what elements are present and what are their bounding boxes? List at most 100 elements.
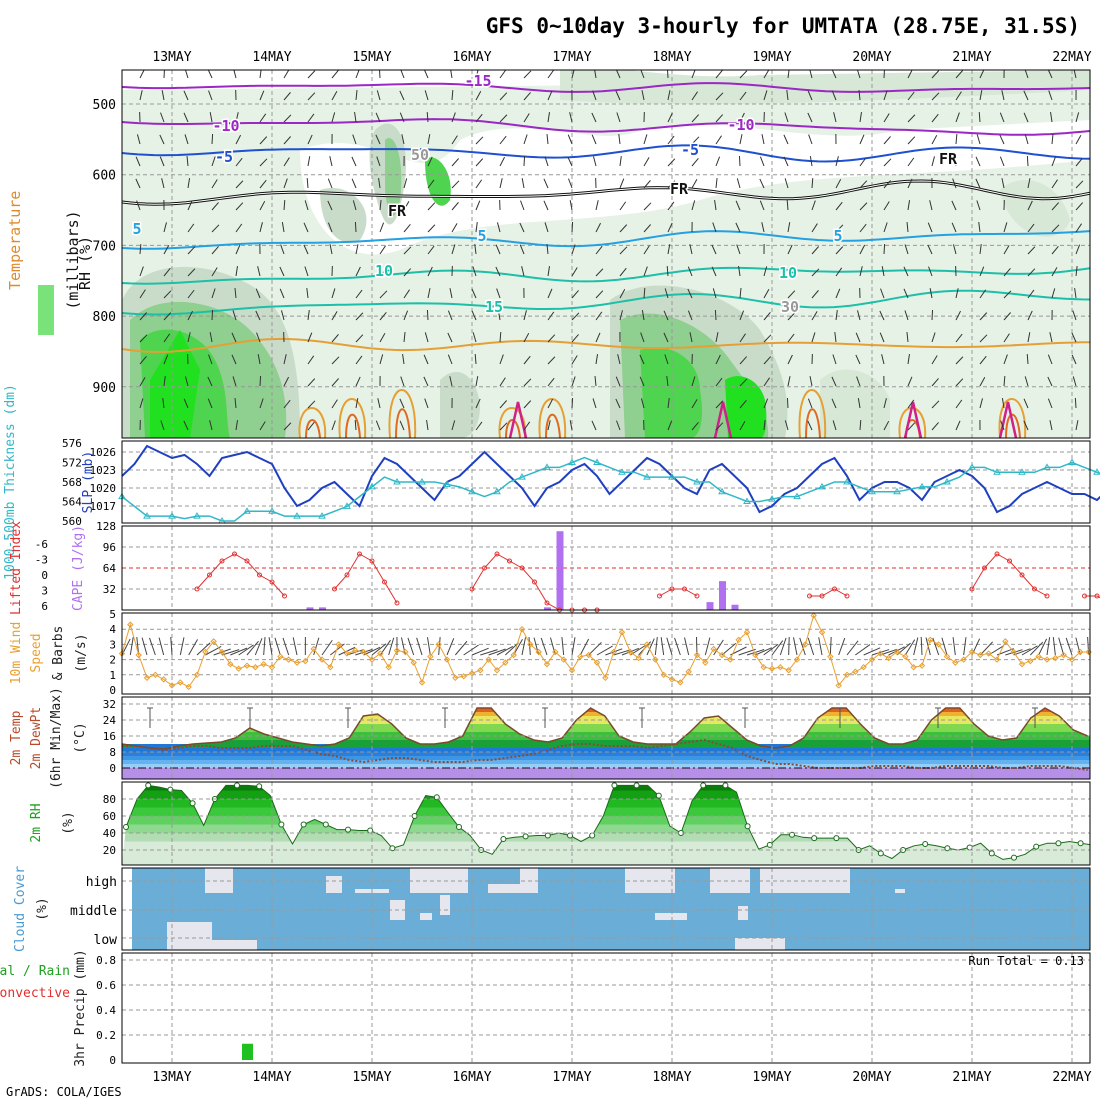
- wind-barb: [547, 266, 551, 277]
- wind-barb: [259, 398, 264, 409]
- wind-barb: [831, 376, 837, 387]
- wind-barb: [835, 310, 838, 321]
- top-date-label: 20MAY: [852, 50, 891, 65]
- wind-barb: [1075, 135, 1082, 145]
- wind-barb-10m: [613, 649, 632, 656]
- wind-barb-10m: [550, 637, 556, 656]
- wind-barb: [424, 90, 429, 101]
- wind-barb: [235, 157, 243, 167]
- wind-barb: [1074, 288, 1077, 299]
- wind-barb: [233, 70, 237, 79]
- rh-shading: [560, 70, 1090, 105]
- wind-barb: [953, 156, 957, 167]
- wind-barb: [499, 114, 508, 123]
- wind-speed-point: [1077, 648, 1084, 656]
- wind-speed-point: [1018, 660, 1026, 668]
- wind-barb: [883, 243, 886, 255]
- wind-barb-10m: [282, 637, 290, 656]
- contour-label: 10: [375, 262, 393, 280]
- thickness-marker: [768, 495, 776, 502]
- rh-point: [256, 783, 263, 790]
- wind-barb: [1047, 376, 1053, 387]
- bottom-date-label: 17MAY: [552, 1070, 591, 1085]
- wind-barb-10m: [480, 649, 498, 656]
- wind-barb: [449, 376, 453, 387]
- rh-point: [278, 821, 285, 828]
- wind-barb: [595, 290, 604, 299]
- wind-barb: [523, 310, 527, 321]
- wind-barb: [139, 266, 144, 277]
- slp-tick: 1023: [90, 464, 117, 477]
- wind-barb: [715, 400, 724, 409]
- wind-barb: [211, 246, 219, 255]
- wind-barb: [427, 156, 433, 167]
- wind-barb-10m: [952, 637, 956, 656]
- wind-barb-10m: [721, 643, 737, 656]
- thickness-marker: [893, 487, 901, 495]
- thickness-marker: [818, 482, 826, 490]
- temp-contour-10: [122, 266, 1090, 285]
- wind-speed-point: [268, 663, 276, 671]
- wind-barb: [159, 156, 165, 167]
- wind-speed-point: [277, 653, 284, 660]
- wind-barb: [615, 398, 621, 409]
- wind-barb: [1071, 332, 1077, 343]
- wind-barb: [689, 244, 693, 255]
- rh-point: [744, 823, 751, 830]
- wind-barb: [547, 288, 553, 299]
- wind-barb: [161, 178, 165, 189]
- rh-band: [122, 816, 1090, 825]
- wind-speed-point: [377, 650, 384, 657]
- wind-barb: [571, 334, 579, 343]
- wind-barb: [618, 134, 621, 145]
- wind-speed-point: [485, 656, 492, 663]
- wind-barb: [859, 112, 862, 123]
- wind-barb: [139, 70, 145, 79]
- rh-point: [877, 850, 884, 857]
- wind-barb: [499, 377, 506, 387]
- wind-barb: [571, 70, 575, 79]
- wind-speed-point: [810, 612, 817, 619]
- wind-barb: [858, 90, 861, 101]
- wind-barb: [137, 222, 141, 233]
- wind-barb: [979, 398, 983, 409]
- wind-barb: [307, 355, 315, 365]
- wind-label-3: & Barbs: [51, 626, 66, 681]
- wind-barb: [595, 354, 599, 365]
- wind-speed-point: [385, 663, 392, 671]
- wind-barb: [591, 134, 597, 145]
- wind-barb: [715, 92, 724, 101]
- wind-speed-point: [752, 651, 759, 659]
- wind-speed-point: [935, 641, 942, 648]
- wind-barb-10m: [904, 639, 916, 656]
- wind-barb: [907, 354, 910, 365]
- wind-barb: [379, 268, 388, 277]
- wind-barb: [1075, 266, 1078, 277]
- wind-barb: [759, 200, 765, 211]
- wind-speed-point: [1068, 656, 1076, 663]
- wind-barb: [928, 266, 933, 277]
- rh-shading: [425, 157, 451, 206]
- wind-speed-point: [135, 651, 142, 659]
- wind-barb: [787, 267, 795, 277]
- wind-barb: [235, 266, 238, 277]
- wind-barb: [807, 420, 813, 431]
- wind-barb: [664, 288, 669, 299]
- wind-barb: [209, 332, 213, 343]
- wind-barb: [184, 376, 189, 387]
- cape-bar: [306, 607, 314, 610]
- wind-barb: [783, 134, 789, 145]
- wind-barb-10m: [221, 649, 240, 656]
- wind-barb: [931, 355, 938, 365]
- wind-barb: [739, 421, 746, 431]
- wind-barb: [424, 332, 429, 343]
- wind-barb: [883, 398, 887, 409]
- profile-axis: 500 600 700 800 900: [93, 98, 116, 396]
- wind-barb: [979, 355, 987, 365]
- wind-barb: [715, 114, 724, 123]
- wind-barb-10m: [818, 637, 823, 656]
- wind-barb: [904, 244, 909, 255]
- wind-barb: [307, 113, 315, 123]
- thickness-marker: [1068, 458, 1076, 465]
- temp-contour-20: [122, 337, 1090, 353]
